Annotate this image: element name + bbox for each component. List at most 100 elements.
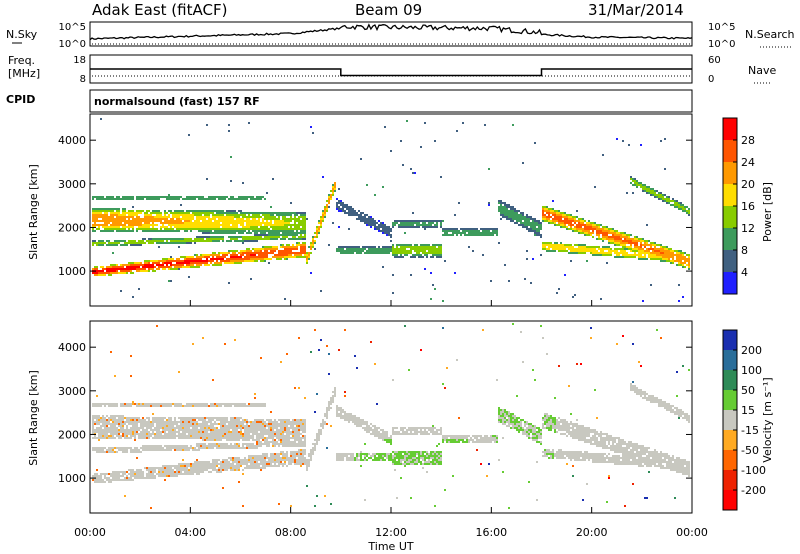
heatmap-cell: [138, 196, 140, 198]
heatmap-cell: [228, 124, 230, 126]
heatmap-cell: [652, 248, 654, 250]
heatmap-cell: [580, 246, 582, 248]
heatmap-cell: [176, 230, 178, 232]
heatmap-cell: [142, 435, 144, 437]
heatmap-cell: [684, 262, 686, 264]
heatmap-cell: [120, 437, 122, 439]
heatmap-cell: [396, 250, 398, 252]
heatmap-cell: [632, 180, 634, 182]
heatmap-cell: [112, 216, 114, 218]
heatmap-cell: [302, 236, 304, 238]
heatmap-cell: [282, 252, 284, 254]
heatmap-cell: [666, 256, 668, 258]
heatmap-cell: [594, 246, 596, 248]
heatmap-cell: [180, 429, 182, 431]
heatmap-cell: [162, 467, 164, 469]
heatmap-cell: [96, 415, 98, 417]
heatmap-cell: [268, 214, 270, 216]
heatmap-cell: [96, 475, 98, 477]
heatmap-cell: [160, 431, 162, 433]
heatmap-cell: [558, 244, 560, 246]
heatmap-cell: [144, 433, 146, 435]
heatmap-cell: [130, 196, 132, 198]
heatmap-cell: [176, 216, 178, 218]
heatmap-cell: [188, 403, 190, 405]
heatmap-cell: [608, 250, 610, 252]
heatmap-cell: [590, 228, 592, 230]
heatmap-cell: [156, 268, 158, 270]
heatmap-cell: [248, 250, 250, 252]
heatmap-cell: [138, 403, 140, 405]
heatmap-cell: [616, 242, 618, 244]
heatmap-cell: [130, 405, 132, 407]
heatmap-cell: [458, 230, 460, 232]
heatmap-cell: [190, 471, 192, 473]
heatmap-cell: [200, 222, 202, 224]
heatmap-cell: [122, 240, 124, 242]
heatmap-cell: [212, 232, 214, 234]
heatmap-cell: [342, 210, 344, 212]
heatmap-cell: [260, 212, 262, 214]
heatmap-cell: [282, 254, 284, 256]
heatmap-cell: [258, 198, 260, 200]
heatmap-cell: [516, 220, 518, 222]
heatmap-cell: [554, 248, 556, 250]
heatmap-cell: [504, 216, 506, 218]
heatmap-cell: [624, 242, 626, 244]
heatmap-cell: [172, 421, 174, 423]
heatmap-cell: [158, 425, 160, 427]
heatmap-cell: [192, 196, 194, 198]
heatmap-cell: [350, 246, 352, 248]
heatmap-cell: [554, 224, 556, 226]
heatmap-cell: [190, 405, 192, 407]
heatmap-cell: [276, 236, 278, 238]
heatmap-cell: [132, 240, 134, 242]
heatmap-cell: [634, 248, 636, 250]
heatmap-cell: [272, 256, 274, 258]
heatmap-cell: [96, 447, 98, 449]
heatmap-cell: [134, 262, 136, 264]
heatmap-cell: [102, 272, 104, 274]
heatmap-cell: [348, 228, 350, 230]
heatmap-cell: [134, 451, 136, 453]
heatmap-cell: [248, 254, 250, 256]
heatmap-cell: [206, 226, 208, 228]
heatmap-cell: [180, 433, 182, 435]
heatmap-cell: [242, 252, 244, 254]
heatmap-cell: [276, 258, 278, 260]
heatmap-cell: [506, 208, 508, 210]
heatmap-cell: [136, 425, 138, 427]
heatmap-cell: [294, 254, 296, 256]
heatmap-cell: [114, 417, 116, 419]
heatmap-cell: [124, 471, 126, 473]
heatmap-cell: [136, 214, 138, 216]
heatmap-cell: [188, 258, 190, 260]
heatmap-cell: [196, 433, 198, 435]
heatmap-cell: [530, 282, 532, 284]
heatmap-cell: [232, 262, 234, 264]
heatmap-cell: [174, 433, 176, 435]
heatmap-cell: [292, 256, 294, 258]
heatmap-cell: [140, 433, 142, 435]
heatmap-cell: [640, 252, 642, 254]
heatmap-cell: [682, 296, 684, 298]
heatmap-cell: [472, 232, 474, 234]
heatmap-cell: [664, 252, 666, 254]
heatmap-cell: [140, 431, 142, 433]
heatmap-cell: [302, 232, 304, 234]
heatmap-cell: [128, 469, 130, 471]
heatmap-cell: [300, 224, 302, 226]
heatmap-cell: [296, 220, 298, 222]
heatmap-cell: [150, 429, 152, 431]
heatmap-cell: [184, 463, 186, 465]
heatmap-cell: [328, 196, 330, 198]
heatmap-cell: [198, 266, 200, 268]
heatmap-cell: [642, 250, 644, 252]
heatmap-cell: [238, 198, 240, 200]
heatmap-cell: [398, 224, 400, 226]
heatmap-cell: [628, 254, 630, 256]
heatmap-cell: [184, 218, 186, 220]
heatmap-cell: [176, 198, 178, 200]
heatmap-cell: [464, 234, 466, 236]
heatmap-cell: [186, 417, 188, 419]
